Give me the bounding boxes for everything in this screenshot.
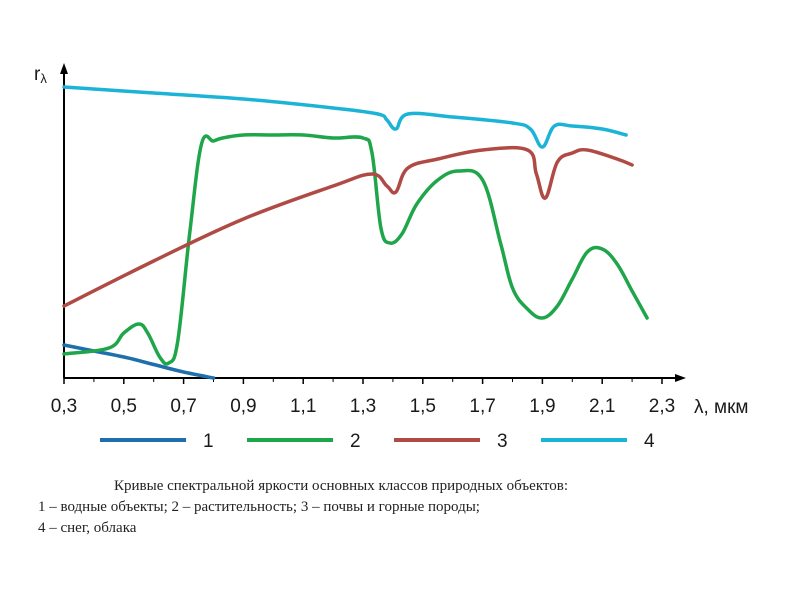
- series-line-4: [62, 85, 628, 149]
- caption-line-3: 4 – снег, облака: [38, 520, 137, 536]
- x-tick-label: 0,3: [51, 396, 77, 417]
- x-tick-label: 0,5: [111, 396, 137, 417]
- x-tick-label: 2,3: [649, 396, 675, 417]
- series-line-3: [62, 145, 634, 308]
- x-tick-label: 2,1: [589, 396, 615, 417]
- series-line-2: [62, 133, 649, 366]
- series-lines: [62, 85, 649, 380]
- x-tick-label: 1,9: [529, 396, 555, 417]
- x-ticks: 0,3 0,5 0,7 0,9 1,1 1,3 1,5 1,7 1,9 2,1 2,3: [51, 378, 675, 417]
- x-tick-label: 0,7: [170, 396, 196, 417]
- axes: [60, 63, 686, 382]
- x-tick-label: 1,7: [469, 396, 495, 417]
- series-line-1: [62, 343, 216, 380]
- y-axis-label-sub: λ: [40, 71, 47, 86]
- x-axis-arrow: [675, 374, 686, 382]
- y-axis-arrow: [60, 63, 68, 74]
- spectral-chart: 0,3 0,5 0,7 0,9 1,1 1,3 1,5 1,7 1,9 2,1 2,3 rλ λ, …: [34, 63, 749, 452]
- x-tick-label: 1,1: [290, 396, 316, 417]
- figure-caption: Кривые спектральной яркости основных кла…: [38, 476, 778, 539]
- caption-line-1: Кривые спектральной яркости основных кла…: [114, 478, 569, 494]
- x-tick-label: 0,9: [230, 396, 256, 417]
- legend: 1 2 3 4: [100, 431, 655, 452]
- legend-label-3: 3: [497, 431, 508, 452]
- x-tick-label: 1,3: [350, 396, 376, 417]
- x-axis-label: λ, мкм: [694, 397, 749, 418]
- x-tick-label: 1,5: [410, 396, 436, 417]
- legend-label-1: 1: [203, 431, 214, 452]
- legend-label-2: 2: [350, 431, 361, 452]
- legend-label-4: 4: [644, 431, 655, 452]
- y-axis-label: rλ: [34, 64, 47, 86]
- caption-line-2: 1 – водные объекты; 2 – растительность; …: [38, 499, 480, 515]
